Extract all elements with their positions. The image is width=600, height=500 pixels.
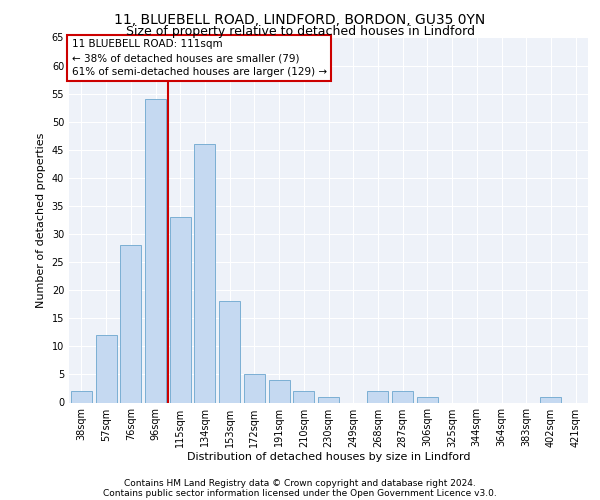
Text: 11 BLUEBELL ROAD: 111sqm
← 38% of detached houses are smaller (79)
61% of semi-d: 11 BLUEBELL ROAD: 111sqm ← 38% of detach… [71, 40, 327, 78]
Bar [120, 246, 141, 402]
Text: Size of property relative to detached houses in Lindford: Size of property relative to detached ho… [125, 25, 475, 38]
Bar [367, 392, 388, 402]
Bar [219, 302, 240, 402]
Bar [293, 392, 314, 402]
Bar [71, 392, 92, 402]
Text: 11, BLUEBELL ROAD, LINDFORD, BORDON, GU35 0YN: 11, BLUEBELL ROAD, LINDFORD, BORDON, GU3… [115, 12, 485, 26]
Bar [417, 397, 438, 402]
Bar [541, 397, 562, 402]
Bar [145, 100, 166, 403]
Bar [244, 374, 265, 402]
X-axis label: Distribution of detached houses by size in Lindford: Distribution of detached houses by size … [187, 452, 470, 462]
Y-axis label: Number of detached properties: Number of detached properties [36, 132, 46, 308]
Bar [170, 217, 191, 402]
Bar [95, 335, 116, 402]
Text: Contains HM Land Registry data © Crown copyright and database right 2024.: Contains HM Land Registry data © Crown c… [124, 478, 476, 488]
Bar [392, 392, 413, 402]
Bar [269, 380, 290, 402]
Bar [194, 144, 215, 403]
Text: Contains public sector information licensed under the Open Government Licence v3: Contains public sector information licen… [103, 488, 497, 498]
Bar [318, 397, 339, 402]
